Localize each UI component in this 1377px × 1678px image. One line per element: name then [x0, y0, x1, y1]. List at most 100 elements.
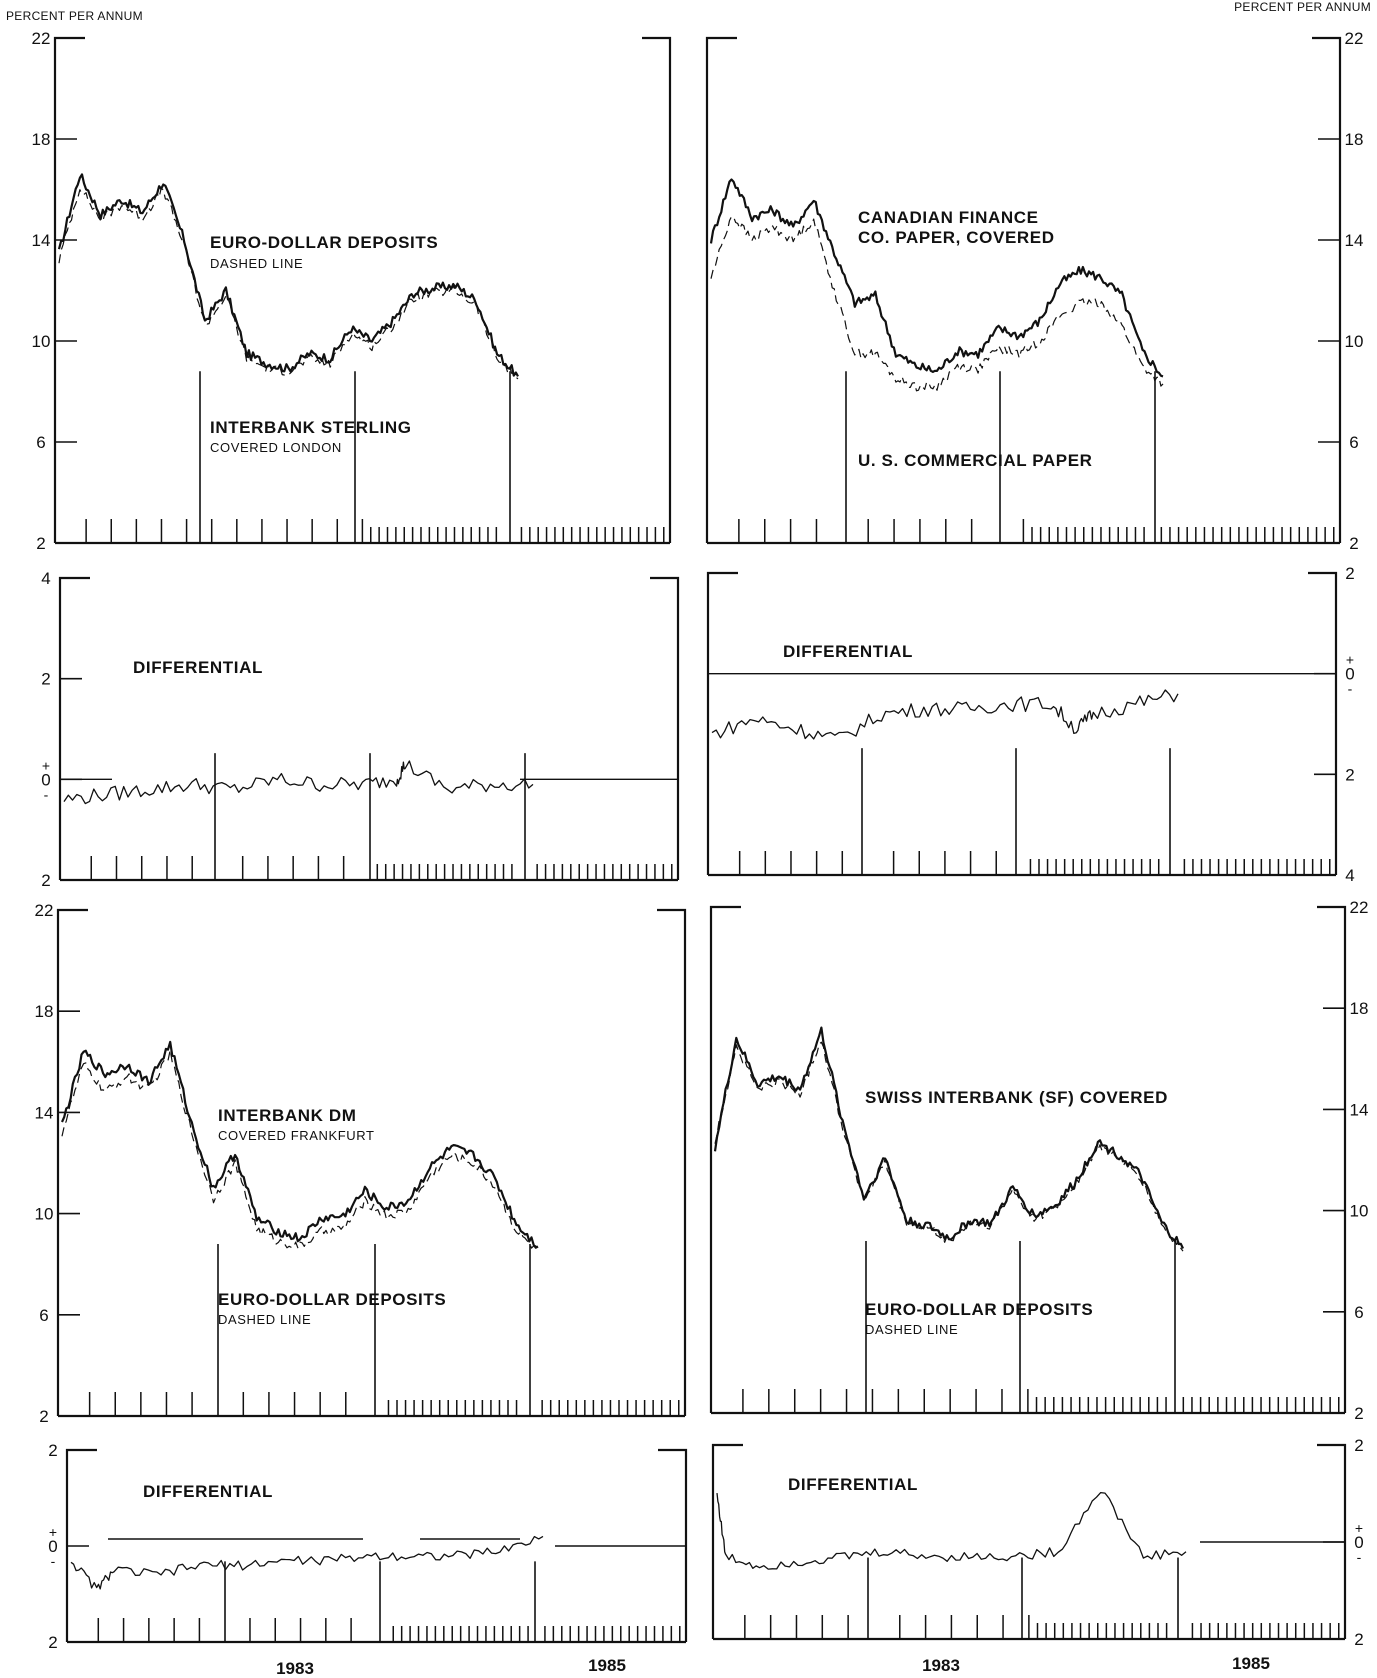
chart-label: DIFFERENTIAL	[788, 1475, 918, 1494]
y-tick-label: 2	[1354, 1436, 1363, 1455]
y-tick-label: 22	[32, 29, 51, 48]
y-tick-label: 2	[1345, 564, 1354, 583]
panel-frame-left	[53, 36, 85, 543]
chart-label: CO. PAPER, COVERED	[858, 228, 1055, 247]
y-tick-label: 18	[1350, 999, 1369, 1018]
series-line-dashed	[61, 1049, 539, 1252]
y-tick-label: 14	[1350, 1100, 1369, 1119]
panel-frame-left	[58, 576, 90, 880]
chart-label: COVERED FRANKFURT	[218, 1128, 375, 1143]
chart-label: COVERED LONDON	[210, 440, 342, 455]
chart-label: DIFFERENTIAL	[143, 1482, 273, 1501]
panel-frame-left	[65, 1448, 97, 1642]
zero-plus-sign: +	[49, 1524, 57, 1540]
panel-frame-left	[705, 36, 737, 543]
panel-frame-right	[1312, 36, 1342, 543]
panel-swiss: 22 18 14 10 6 2 SWISS INTERBANK (SF) COVERED EU…	[709, 898, 1369, 1423]
y-tick-label: 10	[32, 332, 51, 351]
y-tick-label: 4	[1345, 866, 1354, 885]
series-line-solid	[716, 1491, 1187, 1570]
y-tick-label: 0	[41, 770, 50, 789]
chart-label: DASHED LINE	[218, 1312, 311, 1327]
panel-sterling: 22 18 14 10 6 2 EURO-DOLLAR DEPOSITS DASHED LIN…	[32, 29, 672, 553]
y-tick-label: 2	[1345, 765, 1354, 784]
panel-frame-left	[711, 1443, 743, 1639]
panel-frame-left	[709, 905, 741, 1413]
panel-sterling_diff: 4 2 0+ - 2 DIFFERENTIAL	[41, 569, 680, 890]
chart-label: DASHED LINE	[210, 256, 303, 271]
y-tick-label: 2	[39, 1407, 48, 1426]
series-line-solid	[711, 689, 1179, 740]
right-unit-label: PERCENT PER ANNUM	[1234, 0, 1371, 14]
y-tick-label: 2	[41, 670, 50, 689]
chart-label: SWISS INTERBANK (SF) COVERED	[865, 1088, 1168, 1107]
y-tick-label: 2	[41, 871, 50, 890]
y-tick-label: 22	[35, 901, 54, 920]
panel-dm: 22 18 14 10 6 2 INTERBANK DM COVERED FRANKFURT E…	[35, 901, 687, 1426]
series-line-solid	[57, 173, 519, 377]
chart-label: DIFFERENTIAL	[133, 658, 263, 677]
panel-canadian_diff: 2 0+ - 2 4 DIFFERENTIAL	[706, 564, 1355, 885]
y-tick-label: 14	[35, 1103, 54, 1122]
y-tick-label: 6	[1349, 433, 1358, 452]
zero-minus-sign: -	[1348, 681, 1353, 697]
zero-plus-sign: +	[1346, 652, 1354, 668]
year-label-1983-left: 1983	[276, 1659, 314, 1678]
series-line-solid	[713, 1026, 1185, 1249]
y-tick-label: 0	[1354, 1533, 1363, 1552]
chart-label: INTERBANK DM	[218, 1106, 356, 1125]
zero-minus-sign: -	[51, 1553, 56, 1569]
panel-frame-right	[650, 576, 680, 880]
y-tick-label: 2	[36, 534, 45, 553]
y-tick-label: 22	[1350, 898, 1369, 917]
y-tick-label: 2	[48, 1441, 57, 1460]
y-tick-label: 2	[1354, 1404, 1363, 1423]
zero-plus-sign: +	[42, 757, 50, 773]
panel-frame-right	[1308, 571, 1338, 875]
year-label-1983-right: 1983	[922, 1656, 960, 1675]
y-tick-label: 2	[48, 1633, 57, 1652]
y-tick-label: 22	[1345, 29, 1364, 48]
y-tick-label: 2	[1349, 534, 1358, 553]
y-tick-label: 0	[48, 1537, 57, 1556]
y-tick-label: 6	[39, 1306, 48, 1325]
chart-label: EURO-DOLLAR DEPOSITS	[210, 233, 438, 252]
panel-frame-left	[56, 908, 88, 1416]
y-tick-label: 14	[1345, 231, 1364, 250]
chart-label: EURO-DOLLAR DEPOSITS	[218, 1290, 446, 1309]
panel-frame-right	[642, 36, 672, 543]
zero-minus-sign: -	[44, 786, 49, 802]
y-tick-label: 4	[41, 569, 50, 588]
panel-frame-left	[706, 571, 738, 875]
y-tick-label: 10	[35, 1205, 54, 1224]
panel-frame-right	[1317, 905, 1347, 1413]
y-tick-label: 10	[1350, 1202, 1369, 1221]
y-tick-label: 18	[35, 1002, 54, 1021]
panel-dm_diff: 2 0+ - 2 DIFFERENTIAL	[48, 1441, 688, 1652]
chart-label: U. S. COMMERCIAL PAPER	[858, 451, 1093, 470]
chart-label: INTERBANK STERLING	[210, 418, 412, 437]
zero-minus-sign: -	[1357, 1549, 1362, 1565]
y-tick-label: 18	[32, 130, 51, 149]
panel-frame-right	[658, 1448, 688, 1642]
chart-label: EURO-DOLLAR DEPOSITS	[865, 1300, 1093, 1319]
series-line-solid	[60, 1040, 539, 1249]
series-line-dashed	[710, 216, 1164, 392]
series-line-solid	[63, 760, 534, 805]
y-tick-label: 6	[36, 433, 45, 452]
y-tick-label: 10	[1345, 332, 1364, 351]
chart-label: CANADIAN FINANCE	[858, 208, 1039, 227]
chart-label: DASHED LINE	[865, 1322, 958, 1337]
left-unit-label: PERCENT PER ANNUM	[6, 9, 143, 23]
y-tick-label: 2	[1354, 1630, 1363, 1649]
chart-label: DIFFERENTIAL	[783, 642, 913, 661]
panel-frame-right	[657, 908, 687, 1416]
series-line-dashed	[58, 187, 519, 380]
panel-swiss_diff: 2 0+ - 2 DIFFERENTIAL	[711, 1436, 1364, 1649]
zero-plus-sign: +	[1355, 1520, 1363, 1536]
y-tick-label: 0	[1345, 665, 1354, 684]
series-line-solid	[70, 1535, 544, 1590]
